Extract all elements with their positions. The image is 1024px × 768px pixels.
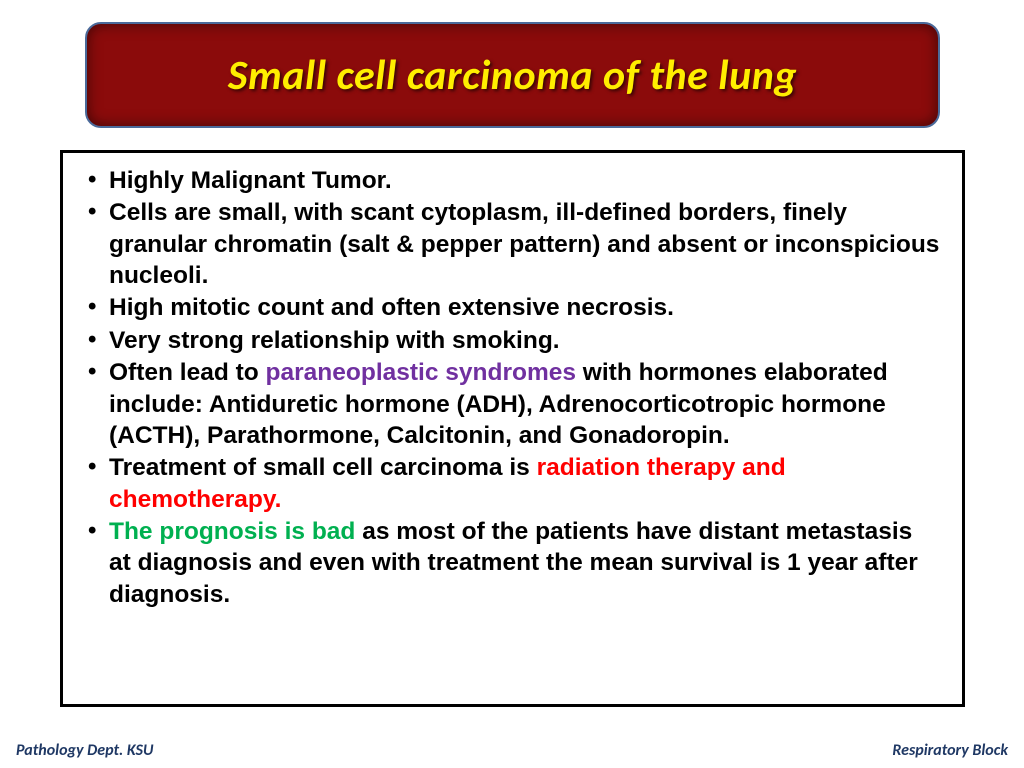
footer-left: Pathology Dept. KSU [16,741,153,760]
slide: Small cell carcinoma of the lung Highly … [0,0,1024,768]
bullet-item: Highly Malignant Tumor. [85,165,940,196]
footer: Pathology Dept. KSU Respiratory Block [0,741,1024,760]
bullet-text: Very strong relationship with smoking. [109,327,560,354]
bullet-text: Cells are small, with scant cytoplasm, i… [109,199,939,289]
bullet-item: Cells are small, with scant cytoplasm, i… [85,197,940,291]
bullet-text: Often lead to paraneoplastic syndromes w… [109,359,888,449]
title-banner: Small cell carcinoma of the lung [85,22,940,128]
bullet-list: Highly Malignant Tumor. Cells are small, … [85,165,940,610]
bullet-text: High mitotic count and often extensive n… [109,294,674,321]
bullet-item: The prognosis is bad as most of the pati… [85,516,940,610]
bullet-item: Often lead to paraneoplastic syndromes w… [85,357,940,451]
bullet-item: Very strong relationship with smoking. [85,325,940,356]
bullet-item: High mitotic count and often extensive n… [85,292,940,323]
slide-title: Small cell carcinoma of the lung [228,50,797,101]
bullet-text: The prognosis is bad as most of the pati… [109,518,918,608]
bullet-text: Treatment of small cell carcinoma is rad… [109,454,786,512]
content-box: Highly Malignant Tumor. Cells are small, … [60,150,965,707]
bullet-item: Treatment of small cell carcinoma is rad… [85,452,940,515]
footer-right: Respiratory Block [892,741,1008,760]
content: Highly Malignant Tumor. Cells are small, … [85,165,940,610]
bullet-text: Highly Malignant Tumor. [109,167,392,194]
